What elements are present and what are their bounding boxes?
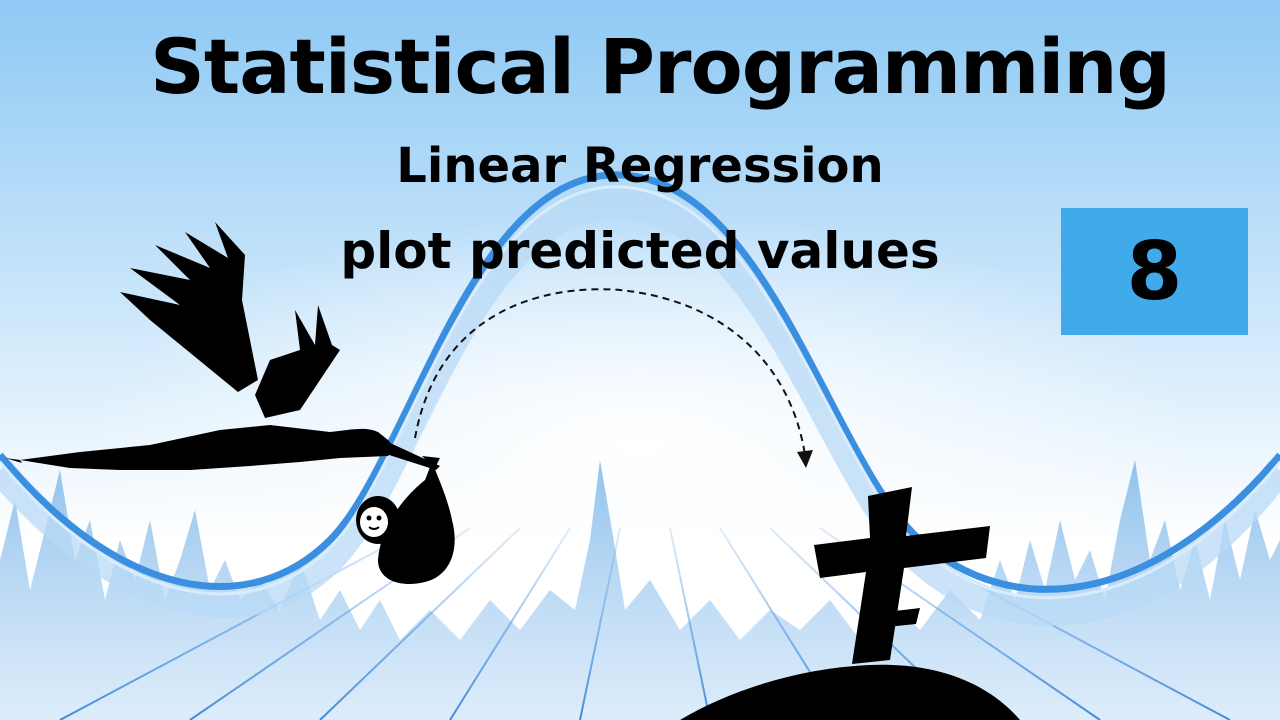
sine-curve-shadow xyxy=(0,190,1280,626)
dashed-arrow-icon xyxy=(414,288,806,456)
sine-curve xyxy=(0,171,1280,593)
video-subtitle-detail: plot predicted values xyxy=(340,222,940,280)
sine-curve-highlight xyxy=(0,185,1280,600)
video-subtitle-topic: Linear Regression xyxy=(396,138,884,194)
arrow-head xyxy=(797,450,813,468)
grave-mound-icon xyxy=(680,664,1020,720)
waveform-spikes xyxy=(0,460,1280,720)
episode-number: 8 xyxy=(1126,225,1183,318)
cross-icon xyxy=(814,487,990,664)
video-title: Statistical Programming xyxy=(150,22,1171,111)
baby-bundle-icon xyxy=(356,456,455,584)
stork-icon xyxy=(5,222,440,470)
episode-badge: 8 xyxy=(1061,208,1248,335)
